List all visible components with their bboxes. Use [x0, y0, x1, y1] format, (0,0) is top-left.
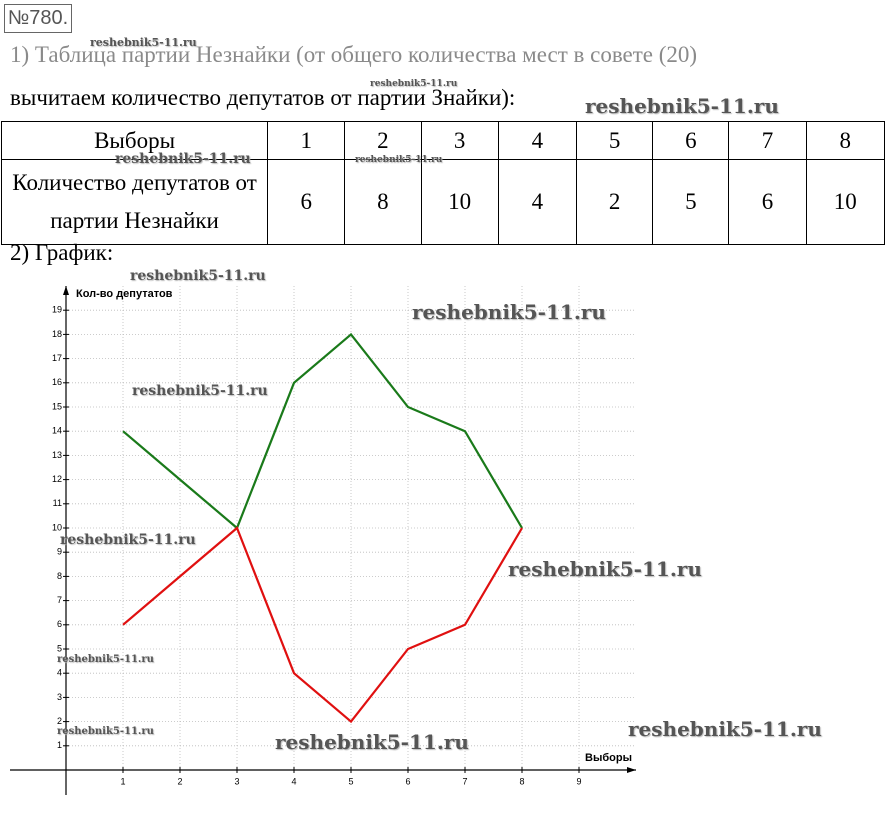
table-cell: 6 [267, 159, 346, 245]
table-cell: 6 [652, 121, 730, 160]
watermark: reshebnik5-11.ru [57, 726, 154, 737]
x-tick-label: 2 [177, 776, 182, 786]
watermark: reshebnik5-11.ru [355, 155, 443, 165]
y-tick-label: 6 [57, 619, 62, 629]
table-cell: 1 [267, 121, 346, 160]
table-cell: 3 [420, 121, 499, 160]
table-cell: 5 [576, 121, 654, 160]
y-tick-label: 8 [57, 571, 62, 581]
table-cell: 5 [652, 159, 730, 245]
text-line: 1) Таблица партии Незнайки (от общего ко… [10, 42, 698, 67]
y-tick-label: 14 [52, 426, 62, 436]
text-line: вычитаем количество депутатов от партии … [10, 85, 516, 110]
watermark: reshebnik5-11.ru [412, 300, 606, 324]
y-tick-label: 15 [52, 401, 62, 411]
y-tick-label: 13 [52, 450, 62, 460]
table-cell: 4 [497, 159, 578, 245]
watermark: reshebnik5-11.ru [132, 383, 268, 399]
y-tick-label: 16 [52, 377, 62, 387]
y-tick-label: 3 [57, 692, 62, 702]
x-tick-label: 4 [291, 776, 296, 786]
watermark: reshebnik5-11.ru [57, 654, 154, 665]
watermark: reshebnik5-11.ru [628, 717, 822, 741]
table-cell: 8 [805, 121, 885, 160]
watermark: reshebnik5-11.ru [508, 557, 702, 581]
x-tick-label: 9 [576, 776, 581, 786]
y-tick-label: 11 [53, 498, 62, 508]
x-tick-label: 5 [348, 776, 353, 786]
x-tick-label: 8 [519, 776, 524, 786]
y-tick-label: 1 [57, 740, 62, 750]
table-cell: Выборы [0, 121, 269, 160]
table-cell: 2 [344, 121, 422, 160]
series-line [122, 332, 523, 530]
watermark: reshebnik5-11.ru [130, 268, 266, 284]
text-line: 2) График: [10, 240, 114, 265]
y-tick-label: 4 [57, 668, 62, 678]
watermark: reshebnik5-11.ru [60, 532, 196, 548]
y-tick-label: 2 [57, 716, 62, 726]
y-tick-label: 9 [57, 547, 62, 557]
table-cell: 10 [420, 159, 499, 245]
table-row: Выборы 1 2 3 4 5 6 7 8 [0, 121, 885, 160]
y-axis-label: Кол-во депутатов [76, 288, 173, 300]
table-cell: 2 [576, 159, 654, 245]
table-cell: 10 [805, 159, 885, 245]
x-tick-label: 1 [120, 776, 125, 786]
table-cell: 8 [344, 159, 422, 245]
y-tick-label: 18 [52, 329, 62, 339]
x-tick-label: 6 [405, 776, 410, 786]
table-row: Количество депутатов от партии Незнайки 6… [0, 159, 885, 245]
watermark: reshebnik5-11.ru [90, 36, 197, 49]
y-tick-label: 19 [52, 305, 62, 315]
y-tick-label: 10 [52, 522, 62, 532]
x-tick-label: 7 [462, 776, 467, 786]
y-tick-label: 7 [57, 595, 62, 605]
watermark: reshebnik5-11.ru [115, 151, 251, 167]
task-number: №780. [4, 4, 72, 33]
table-cell: 4 [497, 121, 578, 160]
y-tick-label: 12 [52, 474, 62, 484]
x-tick-label: 3 [234, 776, 239, 786]
axis-arrow [63, 286, 69, 295]
axis-arrow [627, 767, 636, 773]
y-tick-label: 17 [52, 353, 62, 363]
table-cell: Количество депутатов от партии Незнайки [0, 159, 269, 245]
series-line [122, 526, 523, 724]
y-tick-label: 5 [57, 643, 62, 653]
table-cell: 6 [728, 159, 807, 245]
watermark: reshebnik5-11.ru [275, 730, 469, 754]
watermark: reshebnik5-11.ru [585, 94, 779, 118]
table-cell: 7 [728, 121, 807, 160]
watermark: reshebnik5-11.ru [370, 79, 458, 89]
x-axis-label: Выборы [585, 752, 632, 764]
table: Выборы 1 2 3 4 5 6 7 8 Количество депутатов от па… [0, 121, 885, 245]
